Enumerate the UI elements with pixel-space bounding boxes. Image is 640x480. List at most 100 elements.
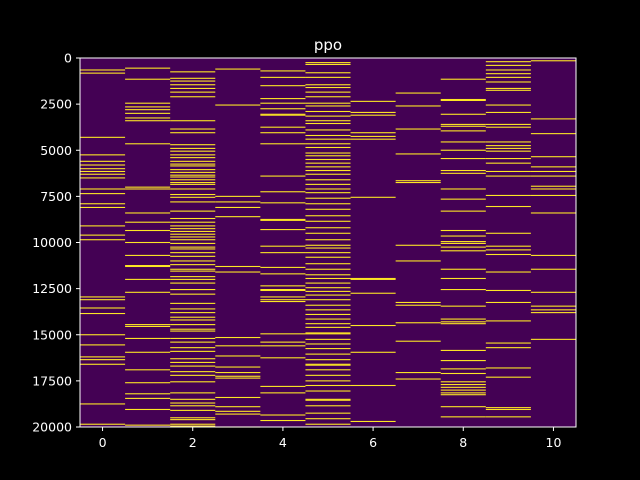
heatmap-cell	[350, 292, 396, 294]
heatmap-cell	[485, 147, 531, 149]
heatmap-cell	[125, 337, 171, 339]
heatmap-cell	[440, 416, 486, 418]
heatmap-cell	[170, 278, 216, 280]
heatmap-cell	[305, 203, 351, 205]
heatmap-cell	[485, 76, 531, 78]
heatmap-cell	[170, 347, 216, 349]
heatmap-cell	[260, 300, 306, 303]
heatmap-cell	[170, 319, 216, 321]
heatmap-cell	[305, 263, 351, 265]
heatmap-cell	[125, 120, 171, 122]
heatmap-cell	[485, 111, 531, 113]
heatmap-cell	[485, 89, 531, 91]
heatmap-cell	[170, 293, 216, 295]
heatmap-cell	[170, 96, 216, 98]
heatmap-cell	[440, 130, 486, 132]
heatmap-cell	[440, 99, 486, 101]
heatmap-cell	[170, 225, 216, 227]
heatmap-cell	[305, 274, 351, 276]
heatmap-cell	[395, 181, 441, 184]
heatmap-cell	[305, 374, 351, 376]
heatmap-cell	[350, 138, 396, 140]
heatmap-cell	[305, 72, 351, 74]
heatmap-cell	[170, 176, 216, 178]
heatmap-cell	[395, 372, 441, 374]
heatmap-cell	[125, 324, 171, 326]
heatmap-cell	[305, 309, 351, 311]
heatmap-cell	[80, 312, 126, 315]
heatmap-cell	[485, 81, 531, 83]
heatmap-cell	[260, 85, 306, 87]
heatmap-cell	[440, 406, 486, 408]
heatmap-cell	[80, 363, 126, 365]
heatmap-cell	[485, 69, 531, 71]
heatmap-cell	[215, 265, 261, 268]
heatmap-cell	[530, 305, 576, 307]
heatmap-cell	[305, 220, 351, 222]
heatmap-cell	[305, 84, 351, 86]
heatmap-cells	[80, 60, 576, 428]
heatmap-cell	[440, 170, 486, 172]
heatmap-cell	[125, 67, 171, 69]
heatmap-cell	[215, 396, 261, 399]
heatmap-cell	[305, 96, 351, 98]
heatmap-cell	[440, 384, 486, 386]
heatmap-cell	[530, 170, 576, 173]
heatmap-cell	[170, 365, 216, 367]
heatmap-cell	[305, 188, 351, 190]
heatmap-cell	[260, 252, 306, 254]
heatmap-cell	[125, 241, 171, 244]
heatmap-cell	[80, 193, 126, 195]
heatmap-cell	[170, 171, 216, 173]
heatmap-cell	[530, 188, 576, 190]
heatmap-cell	[80, 225, 126, 227]
heatmap-cell	[170, 84, 216, 86]
heatmap-cell	[125, 325, 171, 327]
heatmap-cell	[170, 188, 216, 190]
heatmap-cell	[260, 414, 306, 416]
heatmap-cell	[170, 228, 216, 230]
heatmap-cell	[305, 299, 351, 301]
heatmap-cell	[170, 91, 216, 93]
heatmap-cell	[485, 175, 531, 177]
heatmap-cell	[125, 351, 171, 353]
heatmap-cell	[305, 313, 351, 315]
heatmap-cell	[170, 417, 216, 419]
heatmap-cell	[170, 337, 216, 339]
heatmap-cell	[215, 271, 261, 273]
heatmap-cell	[125, 78, 171, 80]
heatmap-cell	[395, 304, 441, 306]
heatmap-cell	[440, 394, 486, 396]
heatmap-cell	[530, 312, 576, 314]
heatmap-cell	[305, 63, 351, 66]
heatmap-cell	[170, 236, 216, 238]
heatmap-cell	[125, 382, 171, 384]
heatmap-cell	[440, 305, 486, 307]
heatmap-cell	[170, 210, 216, 212]
heatmap-cell	[530, 291, 576, 293]
heatmap-cell	[440, 360, 486, 362]
heatmap-cell	[530, 118, 576, 120]
heatmap-cell	[395, 378, 441, 380]
heatmap-cell	[80, 299, 126, 301]
heatmap-cell	[305, 162, 351, 164]
heatmap-cell	[485, 347, 531, 349]
heatmap-cell	[395, 301, 441, 304]
heatmap-cell	[440, 246, 486, 248]
heatmap-cell	[305, 115, 351, 117]
heatmap-cell	[440, 381, 486, 383]
x-axis: 0 2 4 6 8 10	[99, 427, 561, 450]
heatmap-cell	[125, 369, 171, 371]
heatmap-cell	[260, 98, 306, 100]
heatmap-cell	[80, 170, 126, 173]
heatmap-cell	[485, 194, 531, 196]
heatmap-cell	[125, 102, 171, 104]
heatmap-cell	[485, 301, 531, 304]
heatmap-cell	[260, 296, 306, 298]
heatmap-cell	[530, 254, 576, 256]
heatmap-cell	[305, 105, 351, 107]
heatmap-cell	[305, 173, 351, 175]
heatmap-cell	[440, 389, 486, 391]
heatmap-cell	[260, 345, 306, 347]
